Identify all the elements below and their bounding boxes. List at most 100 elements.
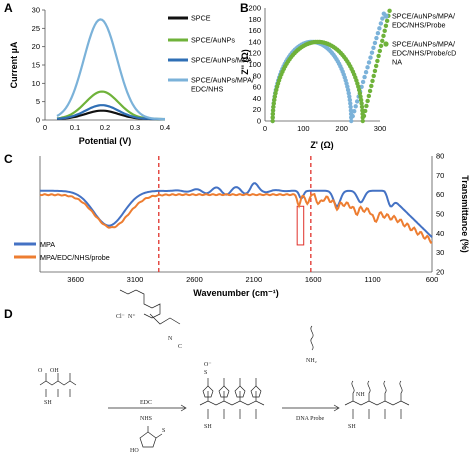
a-x-tick-label: 0: [43, 123, 47, 132]
reaction-arrow-1-head: [180, 404, 187, 412]
c-x-tick-label: 3100: [127, 275, 144, 284]
a-series-line: [56, 104, 165, 121]
a-x-tick-label: 0.2: [100, 123, 110, 132]
mpa-oh-label: OH: [50, 368, 59, 374]
edc-label: EDC: [140, 400, 152, 406]
b-data-point: [347, 97, 353, 103]
b-data-point: [381, 33, 386, 39]
b-x-tick-label: 200: [335, 124, 348, 133]
b-x-tick-label: 300: [374, 124, 387, 133]
b-data-point: [369, 83, 374, 89]
c-x-ticks: 3600 3100 2600 2100 1600 1100 600: [67, 275, 438, 284]
ester-sh-label: SH: [204, 424, 212, 430]
c-series-lines: [39, 182, 433, 244]
b-legend: SPCE/AuNPs/MPA/EDC/NHS/Probe SPCE/AuNPs/M…: [383, 12, 456, 67]
mpa-o-label: O: [38, 368, 43, 374]
b-data-point: [270, 115, 275, 120]
b-data-point: [362, 74, 367, 80]
c-series-line: [40, 182, 433, 238]
chart-a: 0 5 10 15 20 25 30 0 0.1 0.2 0.3 0.4 Potential (V)…: [9, 6, 254, 147]
a-series-line: [56, 18, 165, 121]
b-legend-label: SPCE/AuNPs/MPA/EDC/NHS/Probe: [392, 12, 455, 30]
b-data-point: [345, 87, 351, 93]
edc-n-label: N: [168, 336, 173, 342]
b-data-point: [374, 35, 379, 41]
nhs-s-label: S: [162, 428, 165, 434]
b-data-point: [273, 91, 278, 96]
b-data-point: [271, 104, 276, 110]
a-y-tick-label: 15: [32, 61, 40, 70]
c-y-title: Transmittance (%): [460, 175, 470, 253]
b-data-point: [378, 43, 384, 49]
b-data-point: [384, 18, 390, 24]
b-y-ticks: 0 20 40 60 80 100 120 140 160 180 200: [248, 4, 261, 126]
a-legend-label: SPCE/AuNPs: [191, 36, 235, 45]
b-series-points: [270, 8, 392, 124]
a-y-tick-label: 30: [32, 6, 40, 15]
a-legend-label: SPCE/AuNPs/MPA/EDC/NHS: [191, 76, 254, 94]
b-data-point: [348, 104, 353, 110]
b-data-point: [373, 63, 379, 69]
b-data-point: [371, 45, 376, 51]
b-data-point: [387, 8, 392, 14]
b-data-point: [375, 30, 381, 36]
c-legend: MPA MPA/EDC/NHS/probe: [14, 240, 110, 262]
probe-nh2-label: NH₂: [306, 358, 317, 364]
product-nh-label: NH: [356, 392, 365, 398]
b-y-tick-label: 0: [257, 117, 261, 126]
c-y-tick-label: 40: [436, 229, 444, 238]
b-data-point: [372, 40, 378, 46]
b-x-tick-label: 0: [263, 124, 267, 133]
b-data-point: [349, 118, 354, 124]
b-data-point: [372, 68, 378, 74]
c-x-tick-label: 2600: [186, 275, 203, 284]
nhs-structure: [139, 426, 163, 448]
panel-letter-a: A: [4, 1, 13, 15]
b-data-point: [357, 91, 363, 96]
c-x-tick-label: 1600: [305, 275, 322, 284]
mpa-sh-label: SH: [44, 400, 52, 406]
b-data-point: [377, 26, 382, 31]
b-x-ticks: 0 100 200 300: [263, 124, 386, 133]
a-x-ticks: 0 0.1 0.2 0.3 0.4: [43, 123, 170, 132]
b-y-tick-label: 140: [248, 37, 261, 46]
b-y-tick-label: 200: [248, 4, 261, 13]
b-data-point: [378, 21, 384, 26]
b-legend-swatch: [383, 13, 389, 19]
b-data-point: [380, 16, 385, 21]
edc-structure: [119, 289, 181, 325]
b-data-point: [360, 79, 366, 85]
c-x-tick-label: 2100: [245, 275, 262, 284]
b-data-point: [272, 97, 277, 103]
edc-n-plus-label: N⁺: [128, 313, 136, 320]
nhs-label: NHS: [140, 416, 152, 422]
ester-o-minus-label: O⁻: [204, 362, 212, 368]
c-highlight-box: [296, 205, 305, 246]
a-y-tick-label: 25: [32, 24, 40, 33]
b-data-point: [383, 23, 389, 29]
b-x-tick-label: 100: [297, 124, 310, 133]
b-data-point: [358, 97, 364, 103]
product-sh-label: SH: [348, 424, 356, 430]
a-legend-label: SPCE: [191, 14, 211, 23]
b-data-point: [366, 60, 372, 65]
b-y-tick-label: 160: [248, 26, 261, 35]
c-y-tick-label: 30: [436, 248, 444, 257]
b-legend-label: SPCE/AuNPs/MPA/EDC/NHS/Probe/cD NA: [392, 40, 456, 67]
b-data-point: [354, 99, 360, 104]
edc-cl-label: Cl⁻: [116, 314, 125, 320]
a-y-tick-label: 5: [36, 97, 40, 106]
b-data-point: [348, 101, 353, 106]
reaction-scheme: O OH SH Cl⁻ N⁺ N C EDC NHS HO S: [38, 289, 410, 454]
b-data-point: [270, 111, 276, 117]
c-x-tick-label: 3600: [67, 275, 84, 284]
b-data-point: [359, 84, 364, 90]
b-data-point: [363, 70, 369, 75]
b-data-point: [346, 91, 351, 96]
chart-b: 0 20 40 60 80 100 120 140 160 180 200 0 100 200 300 Z…: [240, 4, 456, 151]
b-data-point: [271, 101, 276, 106]
c-series-line: [39, 192, 433, 244]
a-y-tick-label: 10: [32, 79, 40, 88]
b-data-point: [377, 48, 383, 54]
